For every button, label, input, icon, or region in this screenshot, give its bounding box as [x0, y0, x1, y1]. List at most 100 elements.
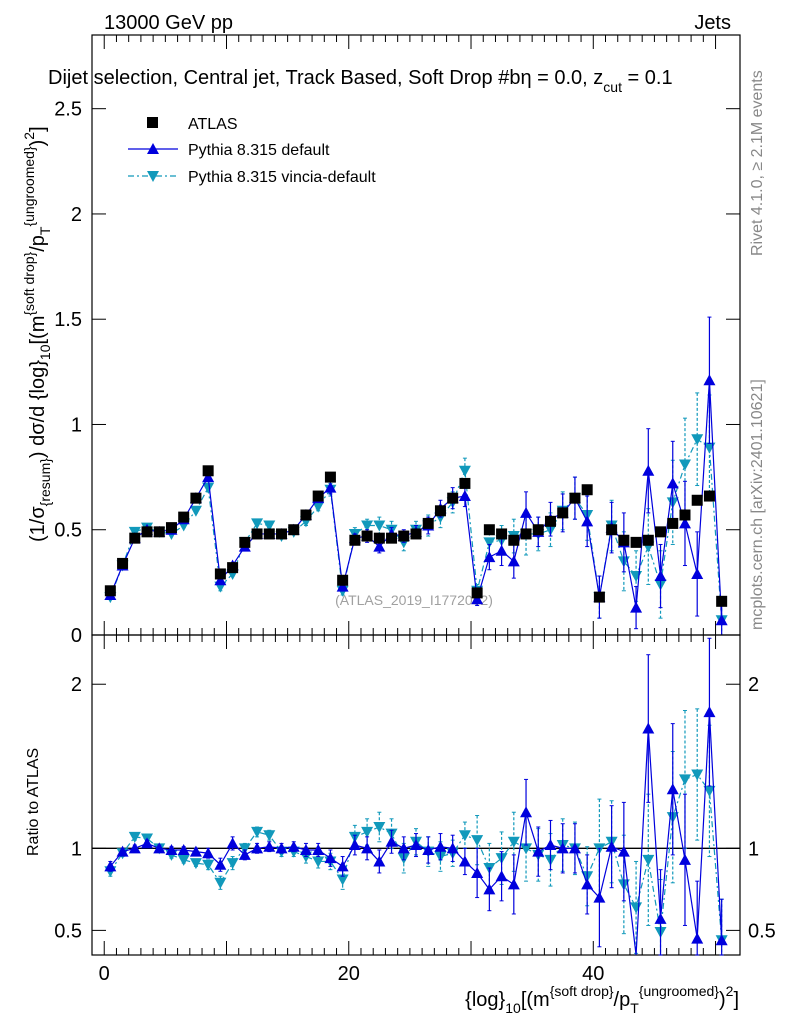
main-point-atlas: [178, 511, 190, 523]
main-point-default: [458, 490, 471, 502]
plot-title-sub: cut: [603, 79, 622, 95]
ratio-point-default: [568, 842, 581, 854]
ratio-ytick-label-right: 0.5: [748, 920, 776, 942]
main-point-atlas: [129, 532, 141, 544]
ratio-point-vincia: [263, 830, 276, 842]
main-point-atlas: [508, 534, 520, 546]
ratio-point-vincia: [202, 859, 215, 871]
ratio-ytick-label-right: 1: [748, 838, 759, 860]
ratio-point-default: [703, 706, 716, 718]
analysis-watermark: (ATLAS_2019_I1772062): [335, 592, 493, 608]
main-point-atlas: [324, 471, 336, 483]
ratio-point-default: [299, 843, 312, 855]
main-point-vincia: [202, 482, 215, 494]
plot-title-eta: η: [520, 67, 531, 89]
main-point-default: [642, 464, 655, 476]
ratio-point-vincia: [336, 874, 349, 886]
ratio-point-default: [507, 878, 520, 890]
main-point-atlas: [117, 557, 129, 569]
main-point-atlas: [459, 477, 471, 489]
main-point-vincia: [251, 518, 264, 530]
main-point-default: [715, 614, 728, 626]
ratio-point-default: [642, 722, 655, 734]
ratio-ytick-label: 1: [71, 838, 82, 860]
main-point-default: [703, 374, 716, 386]
ratio-point-vincia: [177, 854, 190, 866]
main-point-vincia: [361, 520, 374, 532]
ratio-point-default: [605, 840, 618, 852]
main-point-vincia: [678, 459, 691, 471]
ratio-point-vincia: [630, 902, 643, 914]
main-point-atlas: [642, 534, 654, 546]
ratio-point-default: [116, 845, 129, 857]
ratio-point-vincia: [691, 769, 704, 781]
main-point-atlas: [703, 490, 715, 502]
ratio-point-default: [165, 843, 178, 855]
x-tick-label: 20: [338, 963, 360, 985]
main-point-default: [336, 580, 349, 592]
main-y-axis-label: (1/σ{resum}) dσ/d {log}10[(m{soft drop}/…: [21, 126, 53, 542]
ratio-point-vincia: [507, 836, 520, 848]
ratio-point-vincia: [458, 830, 471, 842]
ratio-point-vincia: [373, 822, 386, 833]
ratio-point-default: [495, 870, 508, 882]
main-point-atlas: [532, 524, 544, 536]
ratio-point-vincia: [251, 826, 264, 838]
main-ytick-label: 2: [71, 204, 82, 226]
main-point-atlas: [691, 494, 703, 506]
ratio-point-default: [654, 912, 667, 924]
ratio-point-default: [581, 878, 594, 890]
ratio-point-default: [238, 848, 251, 860]
main-ytick-label: 1: [71, 414, 82, 436]
ratio-point-default: [458, 855, 471, 867]
ratio-point-default: [104, 860, 117, 872]
ratio-point-default: [715, 934, 728, 946]
main-point-atlas: [520, 528, 532, 540]
ratio-point-default: [544, 839, 557, 851]
main-point-atlas: [373, 532, 385, 544]
ratio-point-default: [434, 840, 447, 852]
ratio-point-default: [397, 842, 410, 854]
ratio-point-default: [214, 858, 227, 870]
ratio-point-vincia: [128, 831, 141, 843]
ratio-point-vincia: [312, 856, 325, 868]
main-point-atlas: [349, 534, 361, 546]
main-ytick-label: 2.5: [54, 99, 82, 121]
ratio-point-default: [275, 842, 288, 854]
main-point-atlas: [496, 528, 508, 540]
main-point-atlas: [630, 536, 642, 548]
main-ytick-label: 0: [71, 625, 82, 647]
main-point-atlas: [606, 524, 618, 536]
ratio-point-default: [287, 840, 300, 852]
ratio-point-default: [385, 835, 398, 847]
main-point-atlas: [544, 515, 556, 527]
main-point-atlas: [239, 536, 251, 548]
ratio-point-default: [153, 842, 166, 854]
main-point-atlas: [667, 517, 679, 529]
legend-marker-vincia: [147, 171, 159, 182]
ratio-point-default: [177, 843, 190, 855]
main-point-atlas: [618, 534, 630, 546]
main-point-vincia: [483, 537, 496, 549]
ratio-point-vincia: [678, 774, 691, 786]
main-point-atlas: [410, 528, 422, 540]
main-point-atlas: [153, 526, 165, 538]
ratio-point-default: [691, 932, 704, 944]
ratio-point-default: [128, 842, 141, 854]
main-point-atlas: [434, 505, 446, 517]
main-point-atlas: [202, 465, 214, 477]
main-point-atlas: [581, 484, 593, 496]
main-point-atlas: [655, 526, 667, 538]
main-point-atlas: [165, 522, 177, 534]
main-point-atlas: [276, 528, 288, 540]
ratio-point-default: [361, 842, 374, 854]
main-point-atlas: [593, 591, 605, 603]
x-axis-label: {log}10[(m{soft drop}/pT{ungroomed})2]: [465, 983, 739, 1016]
plot-title: Dijet selection, Central jet, Track Base…: [48, 67, 673, 95]
main-point-vincia: [312, 501, 325, 513]
legend-label-vincia: Pythia 8.315 vincia-default: [188, 169, 376, 186]
x-tick-label: 40: [582, 963, 604, 985]
ratio-point-vincia: [361, 826, 374, 838]
main-point-default: [471, 593, 484, 605]
